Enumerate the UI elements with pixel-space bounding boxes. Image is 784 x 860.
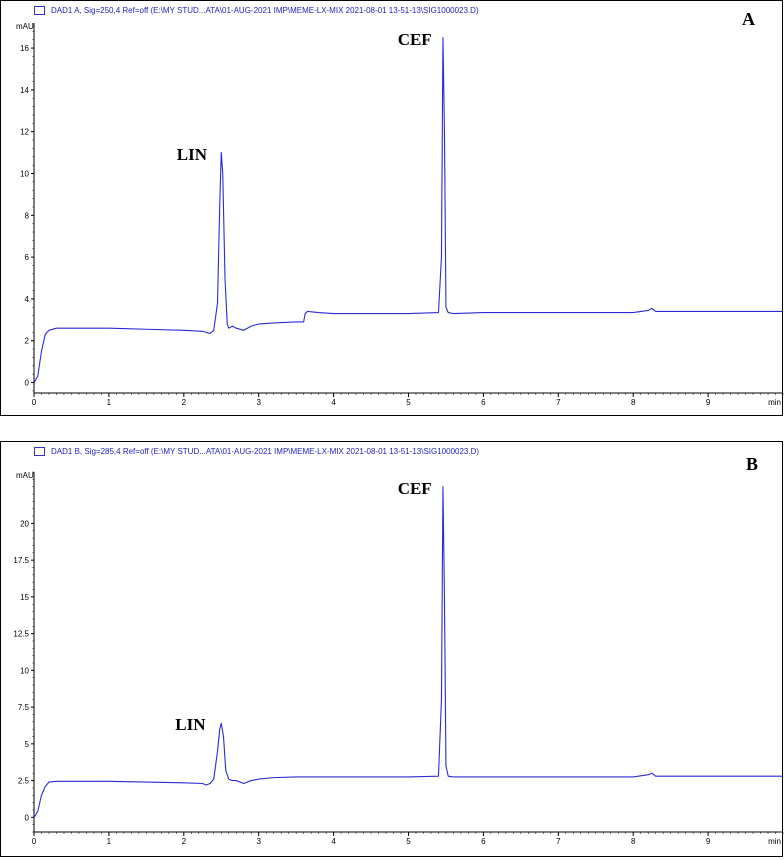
y-tick-label: 20 <box>20 519 29 528</box>
y-tick-label: 0 <box>25 813 30 822</box>
x-tick-label: 0 <box>32 837 37 846</box>
y-tick-label: 15 <box>20 593 29 602</box>
chromatogram-trace <box>33 486 783 818</box>
chromatogram-panel-b: DAD1 B, Sig=285,4 Ref=off (E:\MY STUD...… <box>0 441 784 857</box>
chromatogram-trace <box>33 37 783 383</box>
x-tick-label: 6 <box>481 398 486 407</box>
panel-letter: B <box>746 454 759 474</box>
x-tick-label: 2 <box>182 398 187 407</box>
x-tick-label: 8 <box>631 837 636 846</box>
panel-letter: A <box>742 9 755 29</box>
chromatogram-panel-a: DAD1 A, Sig=250,4 Ref=off (E:\MY STUD...… <box>0 0 784 416</box>
x-tick-label: 8 <box>631 398 636 407</box>
x-axis-unit: min <box>768 398 781 407</box>
x-tick-label: 1 <box>107 837 112 846</box>
legend: DAD1 B, Sig=285,4 Ref=off (E:\MY STUD...… <box>34 445 479 457</box>
x-tick-label: 4 <box>331 398 336 407</box>
x-axis-unit: min <box>768 837 781 846</box>
y-tick-label: 12.5 <box>13 630 29 639</box>
y-tick-label: 7.5 <box>18 703 30 712</box>
legend-swatch-icon <box>34 446 45 456</box>
y-tick-label: 2.5 <box>18 777 30 786</box>
peak-label-lin: LIN <box>175 715 206 735</box>
y-tick-label: 6 <box>25 253 30 262</box>
legend-swatch-icon <box>34 5 45 15</box>
y-tick-label: 14 <box>20 86 29 95</box>
legend-text: DAD1 A, Sig=250,4 Ref=off (E:\MY STUD...… <box>51 5 479 15</box>
x-tick-label: 9 <box>706 837 711 846</box>
x-tick-label: 0 <box>32 398 37 407</box>
x-tick-label: 1 <box>107 398 112 407</box>
y-tick-label: 8 <box>25 211 30 220</box>
x-tick-label: 5 <box>406 398 411 407</box>
legend-text: DAD1 B, Sig=285,4 Ref=off (E:\MY STUD...… <box>51 446 480 456</box>
y-tick-label: 10 <box>20 666 29 675</box>
peak-label-lin: LIN <box>176 144 207 164</box>
peak-label-cef: CEF <box>397 29 432 49</box>
x-tick-label: 4 <box>331 837 336 846</box>
x-tick-label: 3 <box>256 837 261 846</box>
y-tick-label: 10 <box>20 170 29 179</box>
x-tick-label: 5 <box>406 837 411 846</box>
peak-label-cef: CEF <box>397 478 432 498</box>
y-tick-label: 12 <box>20 128 29 137</box>
x-tick-label: 9 <box>706 398 711 407</box>
x-tick-label: 6 <box>481 837 486 846</box>
y-tick-label: 17.5 <box>13 556 29 565</box>
x-tick-label: 2 <box>182 837 187 846</box>
y-axis-unit: mAU <box>16 22 34 31</box>
y-tick-label: 4 <box>25 295 30 304</box>
x-tick-label: 7 <box>556 837 561 846</box>
chromatogram-plot-b: 0 2.5 5 7.5 10 12.5 15 17.5 20 0 1 2 3 4 5 6 7 8 9 mAU min <box>13 471 784 846</box>
legend: DAD1 A, Sig=250,4 Ref=off (E:\MY STUD...… <box>34 4 479 16</box>
y-tick-label: 2 <box>25 337 30 346</box>
y-tick-label: 0 <box>25 379 30 388</box>
y-axis-unit: mAU <box>16 471 34 480</box>
y-tick-label: 16 <box>20 44 29 53</box>
y-tick-label: 5 <box>25 740 30 749</box>
x-tick-label: 7 <box>556 398 561 407</box>
x-tick-label: 3 <box>256 398 261 407</box>
